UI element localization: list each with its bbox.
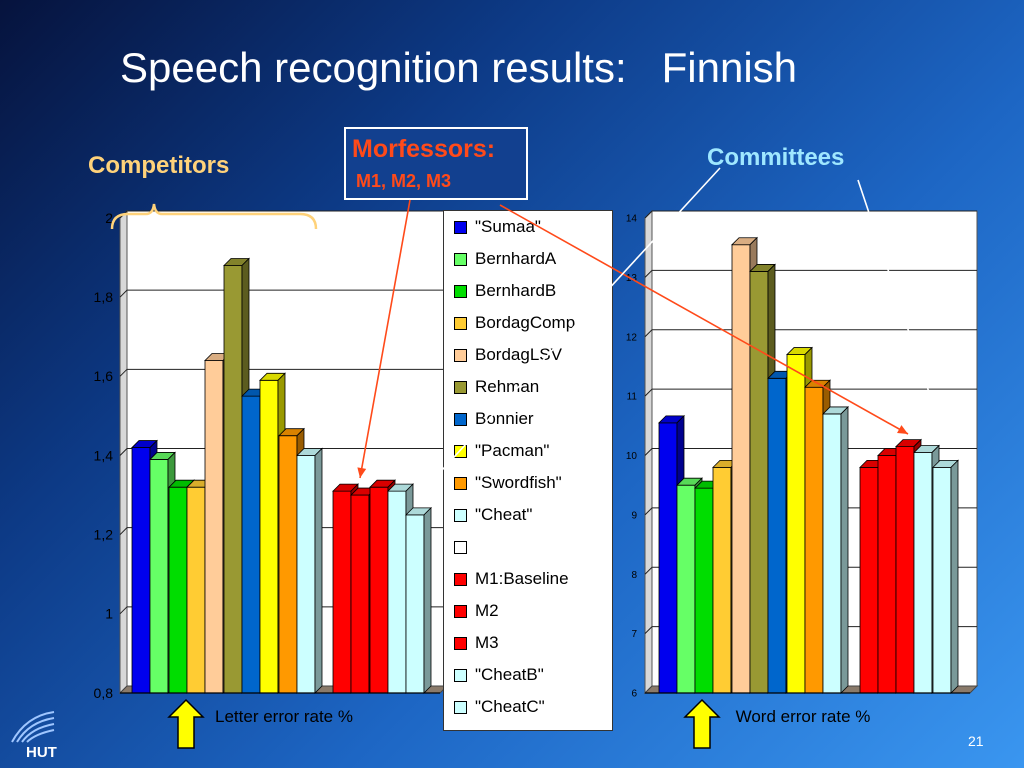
y-tick-label: 8 (631, 570, 637, 581)
legend-label: "CheatB" (475, 665, 544, 684)
legend-label: "Sumaa" (475, 217, 541, 236)
legend-item: M3 (454, 631, 499, 655)
legend-swatch (454, 700, 467, 714)
y-tick-label: 6 (631, 689, 637, 700)
legend-item: BordagLSV (454, 343, 562, 367)
bar (822, 405, 849, 694)
y-tick-label: 10 (626, 451, 638, 462)
legend-item: M1:Baseline (454, 567, 569, 591)
legend-swatch (454, 444, 467, 458)
y-tick-label: 1,4 (94, 447, 114, 463)
legend-item: Bonnier (454, 407, 534, 431)
legend-item: "CheatC" (454, 695, 545, 719)
y-tick-label: 11 (627, 392, 638, 403)
y-tick-label: 9 (631, 510, 637, 521)
gridline (119, 289, 447, 298)
legend-label: "Pacman" (475, 441, 550, 460)
y-tick-label: 2 (105, 210, 113, 226)
legend-swatch (454, 316, 467, 330)
committees-label: Committees (707, 144, 845, 171)
legend-swatch (454, 348, 467, 362)
x-axis-label: Word error rate % (736, 707, 871, 726)
bar (932, 459, 959, 694)
legend-swatch (454, 412, 467, 426)
legend-swatch (454, 380, 467, 394)
legend-label: BordagLSV (475, 345, 562, 364)
legend-item: BernhardB (454, 279, 556, 303)
x-axis-label: Letter error rate % (215, 707, 353, 726)
y-tick-label: 1,8 (94, 289, 114, 305)
chart-2: 6 7 8 9 10 11 12 13 14 Word error rate % (626, 209, 979, 726)
y-tick-label: 12 (626, 332, 638, 343)
legend-swatch (454, 284, 467, 298)
legend-item: "Pacman" (454, 439, 549, 463)
legend-item: "Sumaa" (454, 215, 541, 239)
legend-label: BordagComp (475, 313, 576, 332)
legend-swatch (454, 476, 467, 490)
legend-label: Rehman (475, 377, 540, 396)
y-tick-label: 7 (631, 629, 637, 640)
legend-label: M3 (475, 633, 499, 652)
legend-item: Rehman (454, 375, 539, 399)
y-tick-label: 13 (626, 273, 638, 284)
legend-swatch (454, 572, 467, 586)
hut-logo-icon (11, 711, 55, 743)
legend-item: "Cheat" (454, 503, 532, 527)
legend-label: Bonnier (475, 409, 534, 428)
morfessors-title: Morfessors: (352, 135, 496, 163)
legend-label: M2 (475, 601, 499, 620)
legend-swatch (454, 540, 467, 554)
gridline (119, 368, 447, 377)
y-tick-label: 0,8 (94, 685, 114, 701)
y-tick-label: 14 (626, 214, 638, 225)
legend-label: "CheatC" (475, 697, 545, 716)
chart-legend: "Sumaa" BernhardA BernhardB BordagComp Borda… (443, 210, 613, 731)
legend-label: M1:Baseline (475, 569, 569, 588)
chart-1: 0,8 1 1,2 1,4 1,6 1,8 2 Letter error rate % (94, 209, 449, 726)
legend-label: BernhardA (475, 249, 557, 268)
y-tick-label: 1,2 (94, 527, 114, 543)
gridline (119, 448, 447, 456)
legend-item: "Swordfish" (454, 471, 562, 495)
legend-label: BernhardB (475, 281, 557, 300)
bar (405, 506, 432, 694)
legend-item: "CheatB" (454, 663, 544, 687)
legend-label: "Swordfish" (475, 473, 562, 492)
y-tick-label: 1,6 (94, 368, 114, 384)
legend-swatch (454, 508, 467, 522)
legend-swatch (454, 220, 467, 234)
legend-swatch (454, 636, 467, 650)
y-tick-label: 1 (105, 606, 113, 622)
competitors-label: Competitors (88, 152, 230, 179)
slide-title: Speech recognition results: Finnish (120, 44, 798, 91)
legend-item: M2 (454, 599, 499, 623)
page-number: 21 (968, 733, 984, 749)
legend-swatch (454, 668, 467, 682)
legend-item: BordagComp (454, 311, 575, 335)
legend-swatch (454, 604, 467, 618)
legend-swatch (454, 252, 467, 266)
legend-item (454, 535, 475, 559)
bar (296, 447, 323, 694)
legend-item: BernhardA (454, 247, 556, 271)
hut-logo-text: HUT (26, 744, 57, 761)
legend-label: "Cheat" (475, 505, 533, 524)
